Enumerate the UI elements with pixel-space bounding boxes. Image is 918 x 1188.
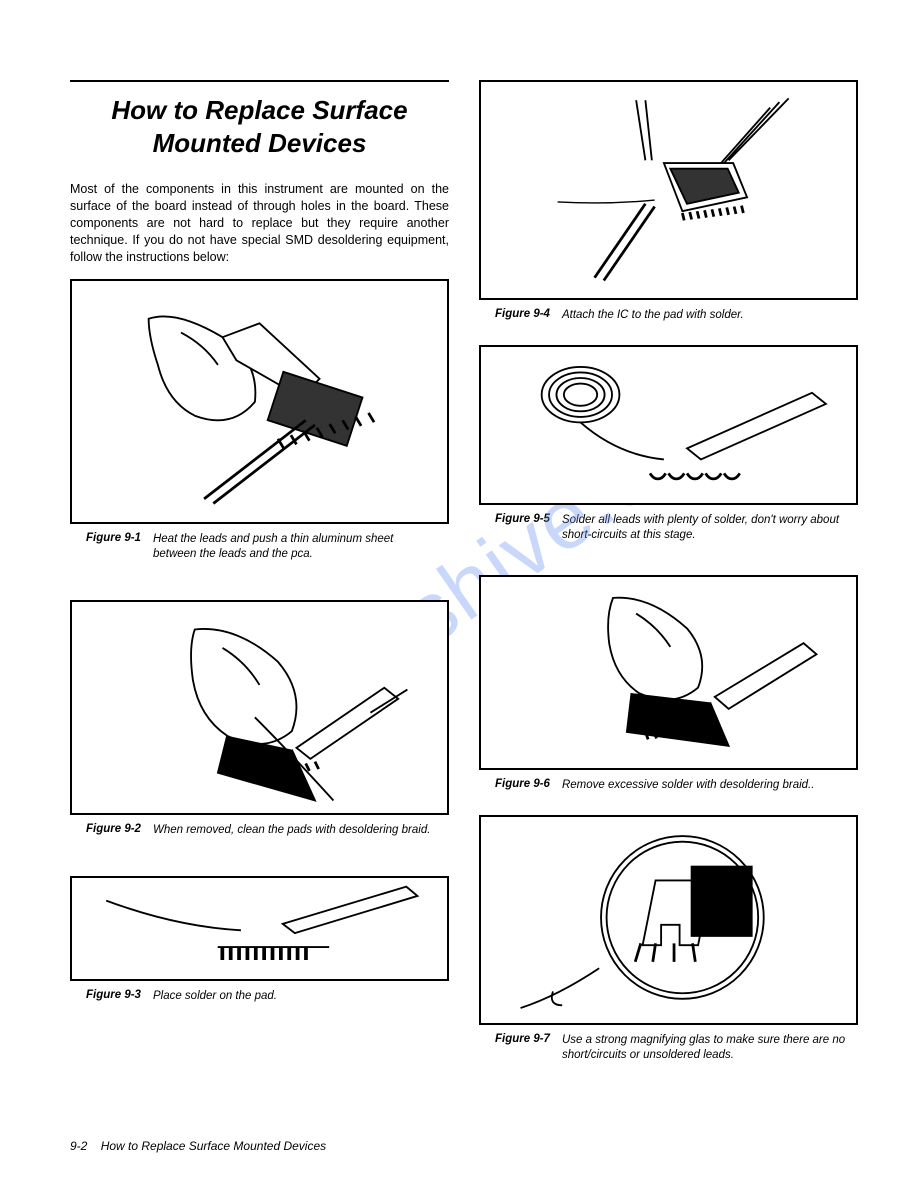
figure-9-2-image — [70, 600, 449, 815]
page-title: How to Replace Surface Mounted Devices — [70, 94, 449, 159]
figure-9-2-caption: Figure 9-2 When removed, clean the pads … — [70, 823, 449, 838]
caption-text: Attach the IC to the pad with solder. — [562, 308, 744, 323]
figure-9-4-caption: Figure 9-4 Attach the IC to the pad with… — [479, 308, 858, 323]
caption-text: Place solder on the pad. — [153, 989, 277, 1004]
right-column: Figure 9-4 Attach the IC to the pad with… — [479, 80, 858, 1063]
caption-text: When removed, clean the pads with desold… — [153, 823, 430, 838]
figure-9-5-image — [479, 345, 858, 505]
caption-text: Use a strong magnifying glas to make sur… — [562, 1033, 848, 1063]
caption-label: Figure 9-3 — [86, 989, 141, 1004]
caption-text: Solder all leads with plenty of solder, … — [562, 513, 848, 543]
page-content: How to Replace Surface Mounted Devices M… — [70, 80, 858, 1063]
left-column: How to Replace Surface Mounted Devices M… — [70, 80, 449, 1063]
caption-text: Remove excessive solder with desoldering… — [562, 778, 814, 793]
figure-9-6-caption: Figure 9-6 Remove excessive solder with … — [479, 778, 858, 793]
caption-label: Figure 9-2 — [86, 823, 141, 838]
figure-9-1-caption: Figure 9-1 Heat the leads and push a thi… — [70, 532, 449, 562]
figure-9-4-image — [479, 80, 858, 300]
caption-label: Figure 9-7 — [495, 1033, 550, 1063]
title-rule — [70, 80, 449, 82]
figure-9-7-caption: Figure 9-7 Use a strong magnifying glas … — [479, 1033, 858, 1063]
caption-label: Figure 9-5 — [495, 513, 550, 543]
figure-9-6-image — [479, 575, 858, 770]
caption-text: Heat the leads and push a thin aluminum … — [153, 532, 439, 562]
figure-9-3-caption: Figure 9-3 Place solder on the pad. — [70, 989, 449, 1004]
footer-title: How to Replace Surface Mounted Devices — [101, 1139, 326, 1153]
caption-label: Figure 9-6 — [495, 778, 550, 793]
caption-label: Figure 9-1 — [86, 532, 141, 562]
caption-label: Figure 9-4 — [495, 308, 550, 323]
intro-paragraph: Most of the components in this instrumen… — [70, 181, 449, 265]
figure-9-5-caption: Figure 9-5 Solder all leads with plenty … — [479, 513, 858, 543]
figure-9-1-image — [70, 279, 449, 524]
figure-9-3-image — [70, 876, 449, 981]
page-number: 9-2 — [70, 1139, 87, 1153]
figure-9-7-image — [479, 815, 858, 1025]
page-footer: 9-2 How to Replace Surface Mounted Devic… — [70, 1139, 326, 1153]
